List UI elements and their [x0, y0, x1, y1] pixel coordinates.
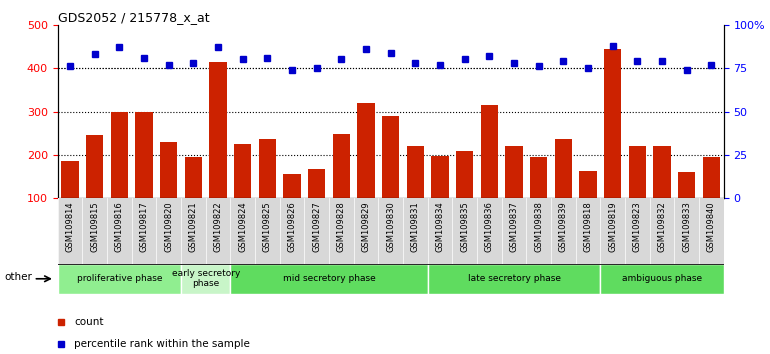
Bar — [654, 146, 671, 198]
Bar — [283, 175, 301, 198]
Bar — [428, 264, 601, 294]
Bar — [703, 157, 720, 198]
Bar — [259, 139, 276, 198]
Text: GSM109819: GSM109819 — [608, 201, 618, 252]
Text: proliferative phase: proliferative phase — [77, 274, 162, 283]
Text: GSM109823: GSM109823 — [633, 201, 642, 252]
Text: GSM109818: GSM109818 — [584, 201, 593, 252]
Bar — [382, 116, 400, 198]
Text: late secretory phase: late secretory phase — [467, 274, 561, 283]
Bar — [604, 48, 621, 198]
Bar — [185, 157, 202, 198]
Bar — [580, 171, 597, 198]
Bar — [209, 62, 226, 198]
Bar — [111, 112, 128, 198]
Bar — [136, 112, 152, 198]
Bar — [181, 264, 230, 294]
Text: GSM109821: GSM109821 — [189, 201, 198, 252]
Text: GSM109827: GSM109827 — [313, 201, 321, 252]
Text: ambiguous phase: ambiguous phase — [622, 274, 702, 283]
Text: GSM109820: GSM109820 — [164, 201, 173, 252]
Text: GSM109815: GSM109815 — [90, 201, 99, 252]
Text: GSM109817: GSM109817 — [139, 201, 149, 252]
Bar — [531, 157, 547, 198]
Text: GSM109830: GSM109830 — [387, 201, 395, 252]
Bar — [234, 144, 251, 198]
Text: early secretory
phase: early secretory phase — [172, 269, 240, 289]
Text: GSM109829: GSM109829 — [362, 201, 370, 252]
Text: percentile rank within the sample: percentile rank within the sample — [75, 339, 250, 349]
Bar — [86, 135, 103, 198]
Text: GSM109839: GSM109839 — [559, 201, 568, 252]
Bar — [160, 142, 177, 198]
Text: GSM109814: GSM109814 — [65, 201, 75, 252]
Text: GDS2052 / 215778_x_at: GDS2052 / 215778_x_at — [58, 11, 209, 24]
Bar — [456, 150, 474, 198]
Bar — [308, 169, 326, 198]
Text: GSM109822: GSM109822 — [213, 201, 223, 252]
Text: GSM109835: GSM109835 — [460, 201, 469, 252]
Text: count: count — [75, 317, 104, 327]
Text: GSM109834: GSM109834 — [436, 201, 444, 252]
Text: GSM109837: GSM109837 — [510, 201, 519, 252]
Bar — [230, 264, 428, 294]
Bar — [629, 146, 646, 198]
Text: GSM109836: GSM109836 — [485, 201, 494, 252]
Bar — [431, 156, 449, 198]
Text: GSM109828: GSM109828 — [337, 201, 346, 252]
Text: GSM109825: GSM109825 — [263, 201, 272, 252]
Bar — [678, 172, 695, 198]
Bar — [62, 161, 79, 198]
Text: GSM109832: GSM109832 — [658, 201, 667, 252]
Bar — [480, 105, 498, 198]
Text: GSM109816: GSM109816 — [115, 201, 124, 252]
Bar — [555, 139, 572, 198]
Text: GSM109838: GSM109838 — [534, 201, 544, 252]
Bar — [357, 103, 375, 198]
Text: GSM109824: GSM109824 — [238, 201, 247, 252]
Bar — [407, 146, 424, 198]
Text: GSM109833: GSM109833 — [682, 201, 691, 252]
Bar — [505, 146, 523, 198]
Text: mid secretory phase: mid secretory phase — [283, 274, 376, 283]
Text: other: other — [4, 272, 32, 282]
Bar — [333, 134, 350, 198]
Bar — [601, 264, 724, 294]
Text: GSM109840: GSM109840 — [707, 201, 716, 252]
Text: GSM109826: GSM109826 — [288, 201, 296, 252]
Text: GSM109831: GSM109831 — [411, 201, 420, 252]
Bar — [58, 264, 181, 294]
